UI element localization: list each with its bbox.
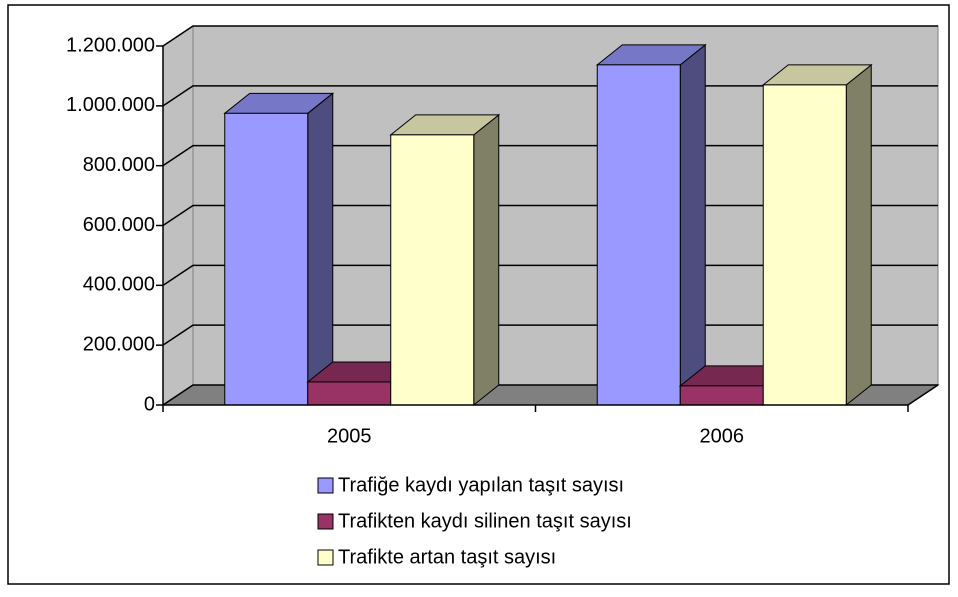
legend-swatch xyxy=(317,477,334,494)
x-tick-label: 2006 xyxy=(700,425,745,447)
bar-side xyxy=(473,113,500,407)
bar xyxy=(307,381,392,406)
bar xyxy=(762,84,847,406)
legend-label: Trafikten kaydı silinen taşıt sayısı xyxy=(338,510,632,532)
y-tick-label: 1.000.000 xyxy=(66,94,155,116)
bar-side xyxy=(307,92,334,407)
legend-label: Trafikte artan taşıt sayısı xyxy=(338,546,556,568)
bar xyxy=(679,385,764,406)
y-tick-label: 800.000 xyxy=(83,154,155,176)
y-tick-label: 600.000 xyxy=(83,214,155,236)
bar xyxy=(390,134,475,406)
y-tick-label: 0 xyxy=(144,393,155,415)
bar-side xyxy=(845,63,872,407)
bar-side xyxy=(679,43,706,407)
y-tick-label: 1.200.000 xyxy=(66,34,155,56)
floor-edge xyxy=(907,384,939,406)
legend-label: Trafiğe kaydı yapılan taşıt sayısı xyxy=(338,474,624,496)
bar xyxy=(596,64,681,406)
bar xyxy=(224,112,309,406)
x-tick-label: 2005 xyxy=(327,425,372,447)
legend-swatch xyxy=(317,549,334,566)
y-tick-label: 400.000 xyxy=(83,274,155,296)
legend-swatch xyxy=(317,513,334,530)
grid-line xyxy=(162,25,938,47)
y-tick-label: 200.000 xyxy=(83,333,155,355)
